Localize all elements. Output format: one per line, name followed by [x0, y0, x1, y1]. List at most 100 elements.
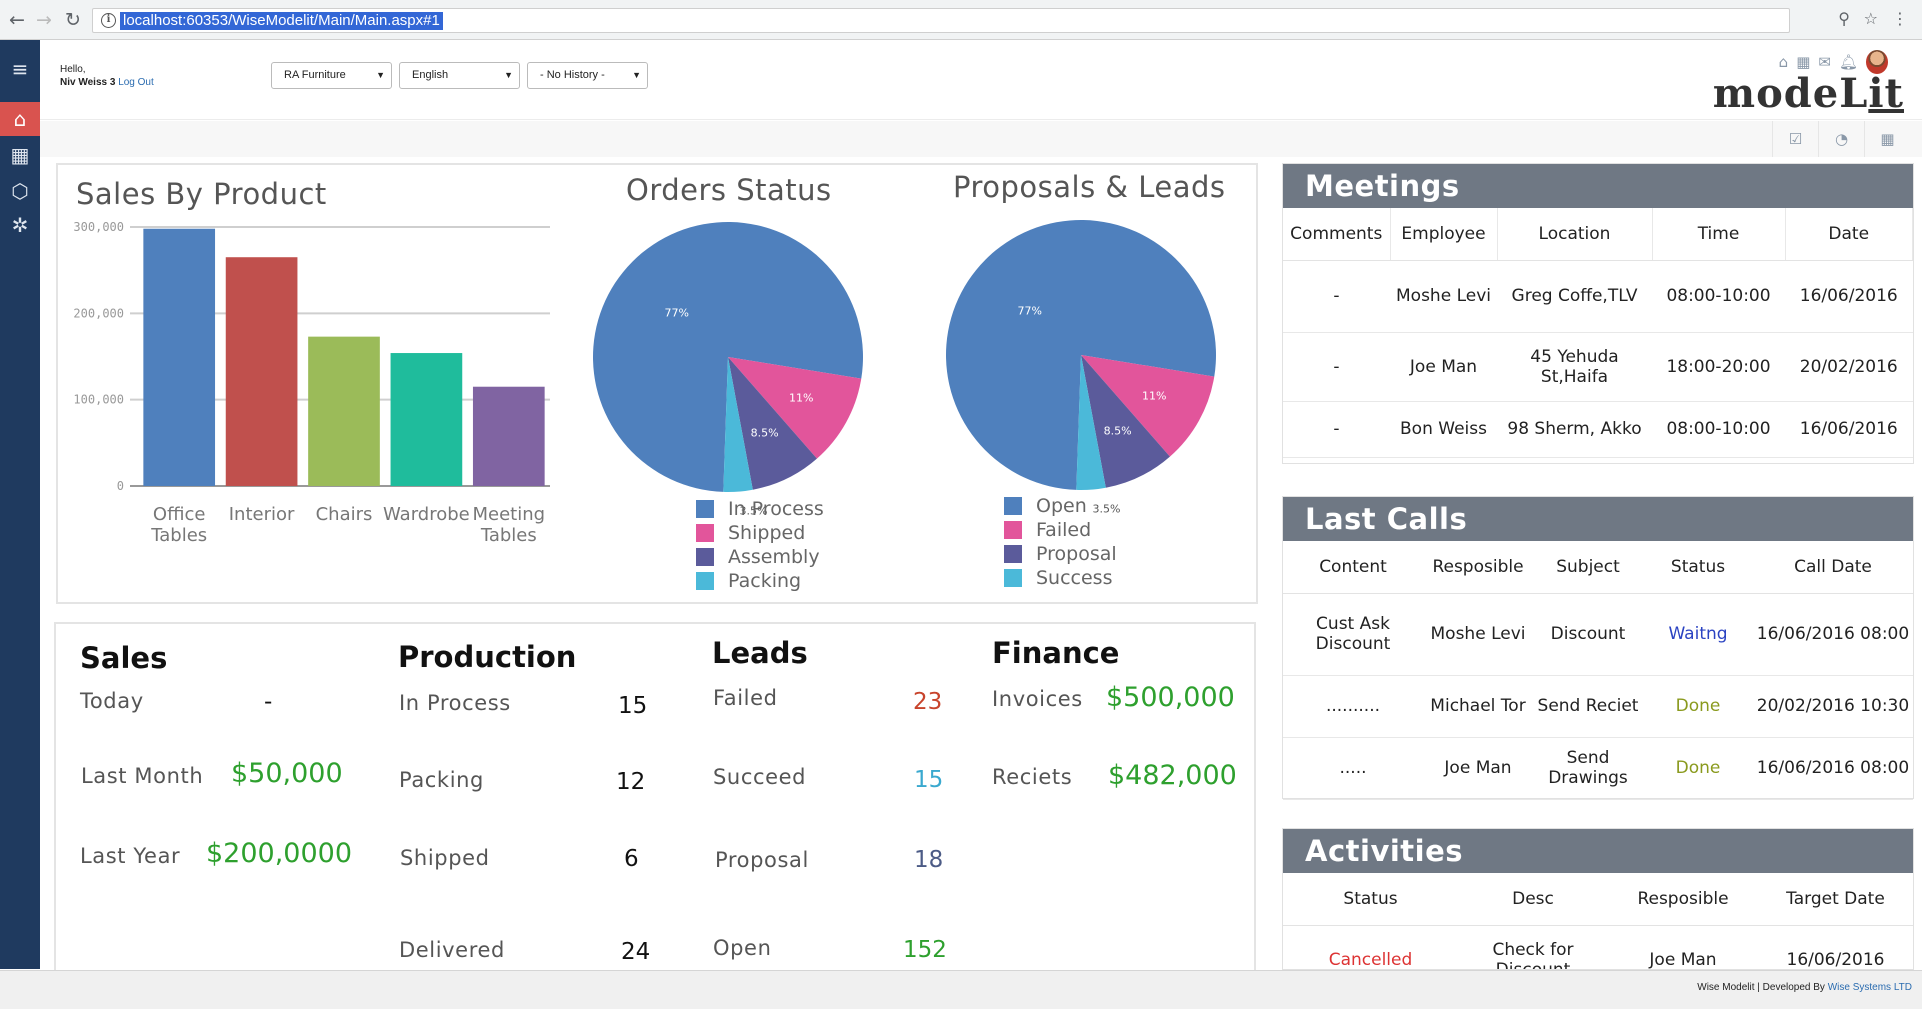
leads-title: Leads [712, 636, 808, 670]
home-icon[interactable]: ⌂ [1778, 53, 1789, 71]
col-target-date[interactable]: Target Date [1758, 873, 1913, 926]
col-content[interactable]: Content [1283, 541, 1423, 594]
production-title: Production [398, 640, 577, 674]
table-row[interactable]: .......... Michael Tor Send Reciet Done … [1283, 675, 1913, 738]
kpi-panel: Sales Today - Last Month $50,000 Last Ye… [54, 622, 1256, 982]
col-responsible[interactable]: Resposible [1608, 873, 1758, 926]
sales-last-year-value: $200,0000 [206, 838, 353, 869]
chevron-down-icon: ▼ [632, 70, 641, 80]
browser-toolbar: ← → ↻ i localhost:60353/WiseModelit/Main… [0, 0, 1922, 40]
col-comments[interactable]: Comments [1283, 208, 1391, 261]
bar-meeting-tables [472, 386, 545, 486]
finance-invoices-label: Invoices [992, 687, 1083, 711]
logout-link[interactable]: Log Out [118, 77, 154, 88]
browser-menu-icon[interactable]: ⋮ [1892, 9, 1908, 28]
col-employee[interactable]: Employee [1390, 208, 1498, 261]
meetings-table: Comments Employee Location Time Date - M… [1283, 208, 1913, 458]
col-location[interactable]: Location [1497, 208, 1653, 261]
modelit-logo: modeLit [1712, 70, 1904, 117]
company-select[interactable]: RA Furniture ▼ [271, 62, 392, 89]
bell-icon[interactable]: 🔔︎ [1838, 53, 1858, 71]
proposals-slice-failed [1081, 355, 1215, 457]
history-select[interactable]: - No History - ▼ [527, 62, 648, 89]
grid-view-icon[interactable]: ▦ [1864, 121, 1910, 157]
x-tick-label: Tables [150, 525, 207, 546]
checkbox-icon[interactable]: ☑ [1772, 121, 1818, 157]
apps-grid-icon[interactable]: ▦ [1796, 53, 1811, 71]
address-bar[interactable]: i localhost:60353/WiseModelit/Main/Main.… [92, 8, 1790, 33]
col-status[interactable]: Status [1643, 541, 1753, 594]
data-label: 11% [789, 392, 813, 405]
sales-last-month-value: $50,000 [231, 758, 343, 789]
finance-title: Finance [992, 636, 1120, 670]
charts-panel: Sales By Product Orders Status Proposals… [56, 163, 1258, 604]
bookmark-star-icon[interactable]: ☆ [1863, 9, 1878, 28]
col-desc[interactable]: Desc [1458, 873, 1608, 926]
data-label: 11% [1142, 390, 1166, 403]
col-date[interactable]: Date [1785, 208, 1913, 261]
proposals-slice-proposal [1081, 355, 1170, 488]
table-row[interactable]: Cancelled Check for Discount Joe Man 16/… [1283, 925, 1913, 969]
col-subject[interactable]: Subject [1533, 541, 1643, 594]
settings-gear-icon[interactable]: ✲ [11, 213, 29, 237]
pie-chart-icon[interactable]: ◔ [1818, 121, 1864, 157]
y-tick-label: 200,000 [73, 306, 124, 320]
home-icon[interactable]: ⌂ [0, 102, 40, 136]
url-text[interactable]: localhost:60353/WiseModelit/Main/Main.as… [120, 12, 443, 30]
bar-wardrobe [390, 353, 463, 486]
table-row[interactable]: - Bon Weiss 98 Sherm, Akko 08:00-10:00 1… [1283, 401, 1913, 458]
y-tick-label: 100,000 [73, 393, 124, 407]
table-row[interactable]: - Joe Man 45 Yehuda St,Haifa 18:00-20:00… [1283, 332, 1913, 402]
orders-status-legend: In Process Shipped Assembly Packing [696, 497, 824, 593]
y-tick-label: 300,000 [73, 220, 124, 234]
data-label: 3.5% [1093, 502, 1121, 515]
legend-shipped: Shipped [728, 522, 806, 544]
user-greeting: Hello, Niv Weiss 3 Log Out [60, 63, 154, 89]
app-header: Hello, Niv Weiss 3 Log Out RA Furniture ▼… [40, 40, 1922, 120]
legend-success: Success [1036, 567, 1113, 589]
hamburger-menu-icon[interactable]: ≡ [11, 57, 29, 81]
leads-failed-label: Failed [713, 686, 778, 710]
header-icon-bar: ⌂ ▦ ✉ 🔔︎ [1779, 50, 1888, 74]
bar-interior [225, 257, 298, 486]
col-time[interactable]: Time [1652, 208, 1786, 261]
info-icon[interactable]: i [101, 13, 116, 28]
activities-table: Status Desc Resposible Target Date Cance… [1283, 873, 1913, 969]
table-row[interactable]: - Moshe Levi Greg Coffe,TLV 08:00-10:00 … [1283, 260, 1913, 333]
avatar[interactable] [1866, 50, 1888, 74]
grid-icon[interactable]: ▦ [10, 143, 30, 167]
language-select[interactable]: English ▼ [399, 62, 520, 89]
x-tick-label: Office [153, 504, 206, 525]
forward-arrow-icon[interactable]: → [36, 9, 52, 31]
sub-toolbar: ☑ ◔ ▦ [40, 121, 1922, 157]
table-row[interactable]: ..... Joe Man Send Drawings Done 16/06/2… [1283, 737, 1913, 800]
cube-icon[interactable]: ⬡ [11, 179, 29, 203]
x-tick-label: Wardrobe [383, 504, 470, 525]
mail-icon[interactable]: ✉ [1818, 53, 1831, 71]
x-tick-label: Interior [229, 504, 295, 525]
col-status[interactable]: Status [1283, 873, 1458, 926]
back-arrow-icon[interactable]: ← [9, 9, 25, 31]
zoom-icon[interactable]: ⚲ [1838, 9, 1850, 28]
table-row[interactable]: Cust Ask Discount Moshe Levi Discount Wa… [1283, 593, 1913, 676]
status-badge: Waitng [1643, 593, 1753, 676]
footer-company-link[interactable]: Wise Systems LTD [1827, 982, 1912, 993]
y-tick-label: 0 [117, 479, 124, 493]
col-call-date[interactable]: Call Date [1753, 541, 1913, 594]
x-tick-label: Meeting [473, 504, 546, 525]
data-label: 77% [1017, 304, 1041, 317]
legend-failed: Failed [1036, 519, 1092, 541]
meetings-widget: Meetings Comments Employee Location Time… [1282, 163, 1914, 464]
sales-today-label: Today [80, 689, 144, 713]
reload-icon[interactable]: ↻ [65, 9, 81, 31]
production-packing-value: 12 [616, 769, 646, 795]
language-select-value: English [412, 69, 449, 81]
x-tick-label: Chairs [316, 504, 373, 525]
footer-product: Wise Modelit [1697, 982, 1755, 993]
orders-slice-assembly [728, 357, 817, 490]
production-delivered-label: Delivered [399, 938, 505, 962]
sales-last-month-label: Last Month [81, 764, 204, 788]
leads-open-value: 152 [903, 937, 947, 963]
col-responsible[interactable]: Resposible [1423, 541, 1533, 594]
